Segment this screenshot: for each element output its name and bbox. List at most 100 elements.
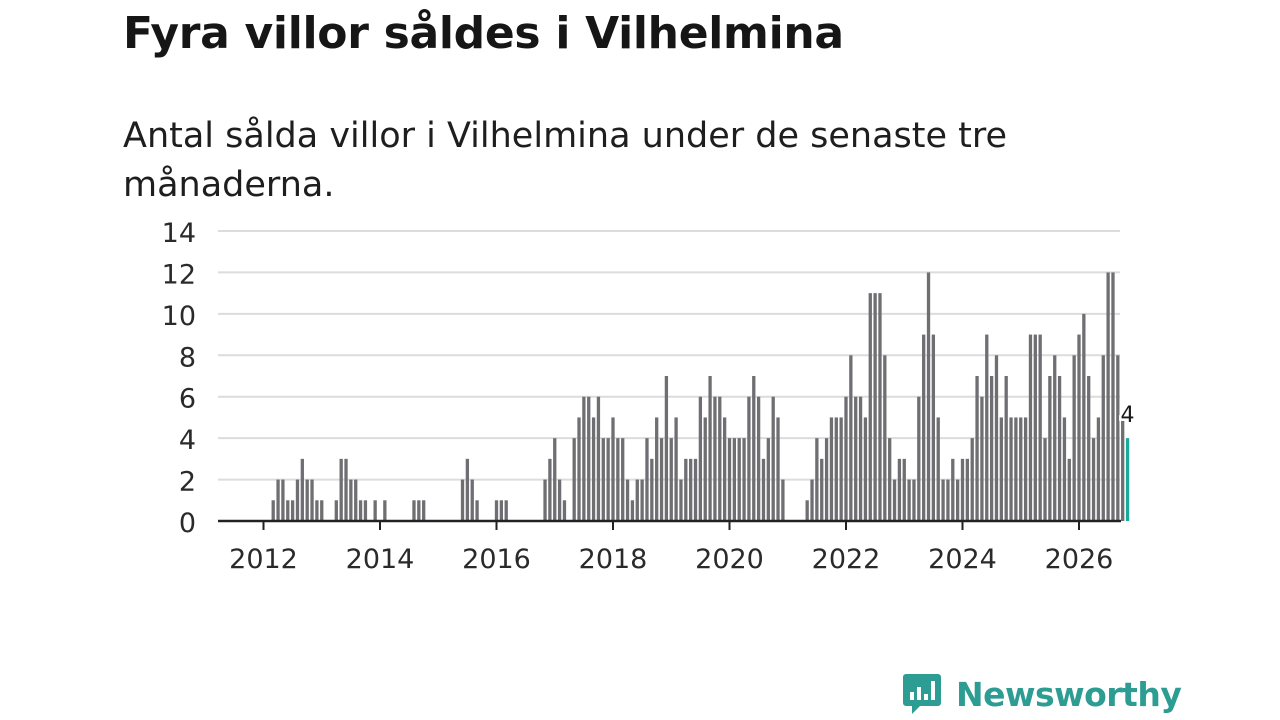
bar	[674, 417, 678, 521]
bar	[761, 458, 766, 521]
x-tick-label: 2018	[579, 544, 648, 575]
bar	[1014, 417, 1018, 521]
bar	[344, 458, 348, 521]
gridlines	[218, 230, 1120, 481]
bar	[820, 458, 824, 521]
bar	[747, 396, 751, 521]
bar	[1087, 376, 1091, 521]
bar	[358, 500, 363, 521]
bar	[897, 458, 902, 521]
bar	[315, 500, 319, 521]
bar	[1023, 417, 1028, 521]
bar	[659, 438, 664, 521]
bar	[1053, 355, 1057, 521]
bar	[1077, 334, 1081, 521]
bar	[679, 479, 683, 521]
bar	[412, 500, 416, 521]
bar	[742, 438, 746, 521]
bar	[310, 479, 314, 521]
bar	[684, 458, 688, 521]
bar	[1028, 334, 1033, 521]
chart-title: Fyra villor såldes i Vilhelmina	[123, 8, 844, 59]
bar	[989, 376, 994, 521]
bar	[936, 417, 940, 521]
bar	[975, 376, 979, 521]
bar	[1096, 417, 1101, 521]
bar-series	[271, 272, 1130, 521]
bar	[305, 479, 309, 521]
y-axis-labels: 0 2 4 6 8 10 12 14	[162, 218, 196, 539]
bar	[669, 438, 673, 521]
bar	[781, 479, 785, 521]
bar	[907, 479, 911, 521]
bar	[383, 500, 387, 521]
bar	[708, 376, 712, 521]
bar	[854, 396, 858, 521]
bar	[756, 396, 761, 521]
bar	[902, 458, 906, 521]
newsworthy-logo-icon	[903, 674, 941, 714]
bar	[606, 438, 610, 521]
bar	[582, 396, 586, 521]
bar	[815, 438, 819, 521]
bar	[718, 396, 722, 521]
bar	[596, 396, 601, 521]
bar	[868, 293, 872, 521]
bar	[1038, 334, 1042, 521]
bar	[548, 458, 552, 521]
bar	[1033, 334, 1037, 521]
bar	[470, 479, 474, 521]
bar	[805, 500, 809, 521]
bar	[713, 396, 717, 521]
bar	[562, 500, 567, 521]
bar	[892, 479, 897, 521]
bar	[1121, 417, 1125, 521]
bar	[824, 438, 829, 521]
bar	[941, 479, 945, 521]
bar	[844, 396, 848, 521]
newsworthy-logo: Newsworthy	[902, 670, 1182, 718]
bar	[951, 458, 955, 521]
bar	[494, 500, 499, 521]
bar	[650, 458, 654, 521]
bar	[1067, 458, 1071, 521]
axes	[218, 519, 1121, 530]
bar	[703, 417, 707, 521]
x-tick-label: 2022	[812, 544, 881, 575]
bar	[1019, 417, 1023, 521]
bar	[922, 334, 926, 521]
bar	[931, 334, 936, 521]
bar	[883, 355, 887, 521]
bar	[810, 479, 814, 521]
bar	[504, 500, 508, 521]
bar	[460, 479, 465, 521]
x-tick-label: 2024	[928, 544, 997, 575]
x-tick-label: 2012	[229, 544, 298, 575]
x-tick-label: 2026	[1045, 544, 1114, 575]
x-tick-label: 2020	[695, 544, 764, 575]
bar	[363, 500, 368, 521]
bar	[1106, 272, 1110, 521]
bar	[601, 438, 605, 521]
chart-subtitle: Antal sålda villor i Vilhelmina under de…	[123, 116, 1008, 205]
bar	[577, 417, 581, 521]
bar	[926, 272, 931, 521]
y-tick-label: 10	[162, 301, 196, 332]
bar	[625, 479, 630, 521]
y-tick-label: 4	[179, 425, 196, 456]
bar	[1057, 376, 1062, 521]
bar	[349, 479, 353, 521]
bar	[543, 479, 547, 521]
bar	[295, 479, 300, 521]
x-tick-label: 2016	[462, 544, 531, 575]
bar	[946, 479, 950, 521]
last-value-label: 4	[1121, 403, 1135, 428]
bar	[655, 417, 659, 521]
bar	[858, 396, 863, 521]
bar	[373, 500, 377, 521]
x-axis-labels: 2012 2014 2016 2018 2020 2022 2024 2026	[229, 544, 1113, 575]
bar	[1062, 417, 1067, 521]
x-tick-label: 2014	[346, 544, 415, 575]
bar	[334, 500, 338, 521]
